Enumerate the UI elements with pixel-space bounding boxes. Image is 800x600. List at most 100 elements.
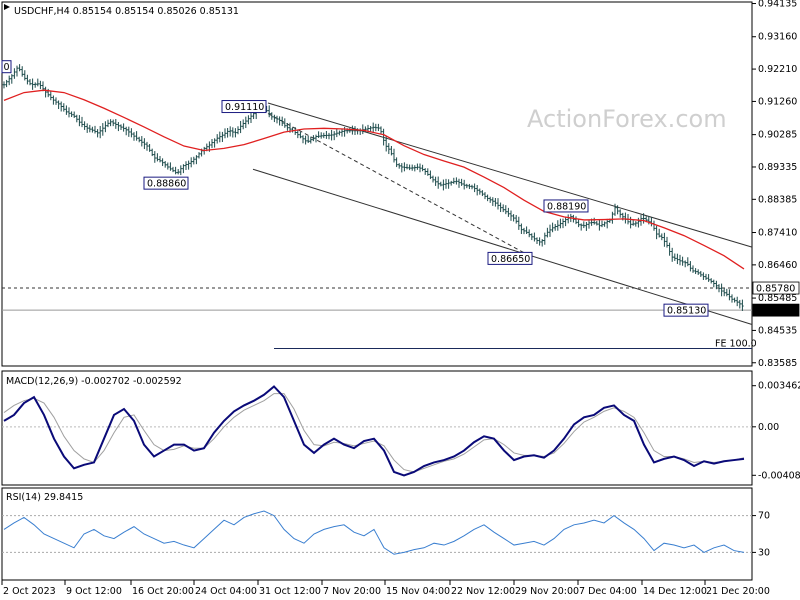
macd-signal-line <box>3 393 745 473</box>
time-tick-label: 31 Oct 12:00 <box>259 586 321 597</box>
ohlc-bar <box>78 115 81 127</box>
ohlc-bar <box>403 162 406 172</box>
ohlc-bar <box>681 256 684 266</box>
ohlc-bar <box>41 81 45 92</box>
ohlc-bar <box>18 64 21 72</box>
ohlc-bar <box>59 101 63 112</box>
macd-panel: 0.003462 0.00 -0.004083 MACD(12,26,9) -0.0… <box>1 370 800 486</box>
price-annotations: 0 0.91110 0.88860 0.88190 0.86650 0.85130 <box>1 60 709 317</box>
ohlc-bar <box>83 121 86 130</box>
time-tick-label: 7 Dec 04:00 <box>579 586 637 597</box>
ohlc-bar <box>481 190 484 197</box>
ohlc-bar <box>540 239 544 247</box>
ohlc-bar <box>72 111 76 119</box>
ohlc-bar <box>44 86 47 98</box>
ohlc-bar <box>369 126 372 132</box>
ohlc-bar <box>488 196 492 203</box>
ohlc-bar <box>741 299 744 311</box>
ohlc-bar <box>171 166 175 173</box>
ohlc-bar <box>340 129 344 137</box>
macd-title: MACD(12,26,9) -0.002702 -0.002592 <box>6 376 182 387</box>
ohlc-bar <box>595 220 599 226</box>
ohlc-bar <box>62 103 66 112</box>
ohlc-bar <box>442 179 445 191</box>
ohlc-bar <box>148 143 151 152</box>
ohlc-bar <box>512 214 515 222</box>
ohlc-bar <box>715 280 718 290</box>
level-tag-box <box>752 281 800 295</box>
ohlc-bar <box>106 119 110 128</box>
ohlc-bar <box>421 164 424 172</box>
time-tick-label: 2 Oct 2023 <box>3 586 56 597</box>
ohlc-bar <box>213 138 216 148</box>
ohlc-bar <box>486 194 489 202</box>
ohlc-bar <box>189 157 193 168</box>
ohlc-bar <box>686 257 690 267</box>
ohlc-bar <box>145 141 149 151</box>
ohlc-bar <box>603 221 606 227</box>
ohlc-bar <box>221 131 224 142</box>
ohlc-bar <box>280 116 284 127</box>
ohlc-bar <box>356 128 359 135</box>
ohlc-bar <box>475 185 479 196</box>
ohlc-bar <box>478 188 482 195</box>
price-annotation-box <box>221 100 267 114</box>
ohlc-bar <box>270 112 274 120</box>
ohlc-bar <box>223 128 227 139</box>
level-tag-box <box>752 303 800 317</box>
ohlc-bar <box>57 100 60 110</box>
ohlc-bar <box>704 273 708 281</box>
ohlc-bar <box>520 223 523 234</box>
ohlc-bar <box>605 218 609 229</box>
time-x-axis: 2 Oct 2023 9 Oct 12:00 16 Oct 20:00 24 Oct … <box>1 580 770 597</box>
ohlc-bar <box>182 164 185 174</box>
ohlc-bar <box>504 205 508 215</box>
price-bars <box>2 64 744 311</box>
ohlc-bar <box>335 128 339 138</box>
time-tick-label: 22 Nov 12:00 <box>451 586 515 597</box>
ohlc-bar <box>392 148 396 163</box>
ohlc-bar <box>156 153 159 162</box>
ohlc-bar <box>234 128 237 138</box>
ohlc-bar <box>7 75 11 86</box>
ohlc-bar <box>275 115 279 124</box>
ohlc-bar <box>338 130 341 136</box>
ohlc-bar <box>299 131 302 139</box>
level-tag-label: 0.85131 <box>756 306 795 317</box>
ohlc-bar <box>730 294 734 303</box>
ohlc-bar <box>85 123 89 133</box>
ohlc-bar <box>397 163 401 169</box>
ohlc-bar <box>176 169 180 175</box>
ohlc-bar <box>374 123 378 132</box>
ohlc-bar <box>244 116 248 129</box>
ohlc-bar <box>96 129 99 138</box>
price-levels <box>2 287 752 349</box>
ohlc-bar <box>533 232 536 242</box>
ohlc-bar <box>431 175 435 183</box>
time-tick-label: 14 Dec 12:00 <box>643 586 707 597</box>
ohlc-bar <box>174 166 177 175</box>
ohlc-bar <box>65 105 68 115</box>
ohlc-bar <box>286 122 289 131</box>
ohlc-bar <box>117 122 120 132</box>
ohlc-bar <box>579 223 583 231</box>
ohlc-bar <box>559 218 562 229</box>
rsi-panel: 70 30 RSI(14) 29.8415 <box>1 487 770 581</box>
ohlc-bar <box>564 217 567 227</box>
price-tick-label: 0.89335 <box>758 162 797 173</box>
ohlc-bar <box>104 121 107 133</box>
ohlc-bar <box>93 125 97 134</box>
ohlc-bar <box>447 179 450 189</box>
ohlc-bar <box>384 135 388 152</box>
ohlc-bar <box>236 126 240 135</box>
macd-line <box>3 385 745 477</box>
ohlc-bar <box>54 97 58 105</box>
ohlc-bar <box>15 65 19 77</box>
ohlc-bar <box>322 132 326 139</box>
ohlc-bar <box>33 82 37 88</box>
price-tick-label: 0.84535 <box>758 325 797 336</box>
ohlc-bar <box>80 116 84 128</box>
ohlc-bar <box>127 126 131 137</box>
ohlc-bar <box>31 78 34 90</box>
ohlc-bar <box>387 143 391 155</box>
